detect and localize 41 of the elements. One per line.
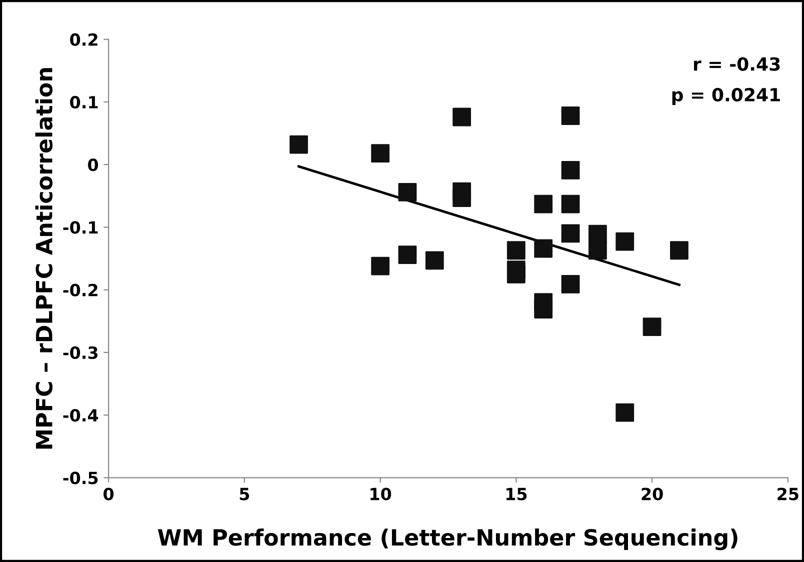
annotation: r = -0.43: [694, 57, 780, 71]
y-tick-label: -0.1: [63, 221, 98, 234]
y-tick-label: -0.4: [63, 409, 98, 422]
x-tick-label: 5: [240, 488, 250, 500]
y-tick-label: -0.3: [63, 346, 98, 360]
y-tick-label: -0.2: [63, 284, 98, 296]
annotation: p = 0.0241: [672, 88, 780, 106]
point: [506, 241, 526, 260]
point: [561, 161, 580, 180]
point: [506, 264, 526, 284]
point: [452, 108, 472, 126]
y-tick-label: -0.5: [63, 472, 98, 484]
x-axis-title: WM Performance (Letter-Number Sequencing): [158, 528, 738, 550]
y-axis-title: MPFC – rDLPFC Anticorrelation: [35, 68, 53, 449]
y-tick-label: 0.1: [70, 96, 98, 109]
x-tick-label: 25: [778, 488, 798, 500]
point: [642, 318, 662, 336]
point: [290, 135, 308, 154]
x-tick-label: 10: [370, 488, 392, 500]
point: [588, 241, 607, 260]
point: [452, 188, 472, 207]
point: [534, 239, 553, 258]
point: [425, 251, 444, 270]
point: [398, 182, 417, 202]
y-tick-label: 0.2: [70, 33, 98, 46]
point: [561, 106, 580, 125]
point: [398, 246, 417, 264]
point: [616, 403, 634, 422]
point: [561, 194, 580, 214]
point: [371, 256, 390, 276]
x-tick-label: 0: [104, 488, 114, 500]
y-tick-label: 0: [88, 158, 98, 172]
x-tick-label: 20: [642, 488, 663, 500]
point: [534, 194, 553, 214]
point: [616, 232, 634, 251]
point: [534, 300, 553, 318]
point: [670, 241, 688, 260]
point: [371, 144, 390, 163]
point: [561, 274, 580, 294]
point: [561, 224, 580, 243]
x-tick-label: 15: [506, 488, 527, 500]
